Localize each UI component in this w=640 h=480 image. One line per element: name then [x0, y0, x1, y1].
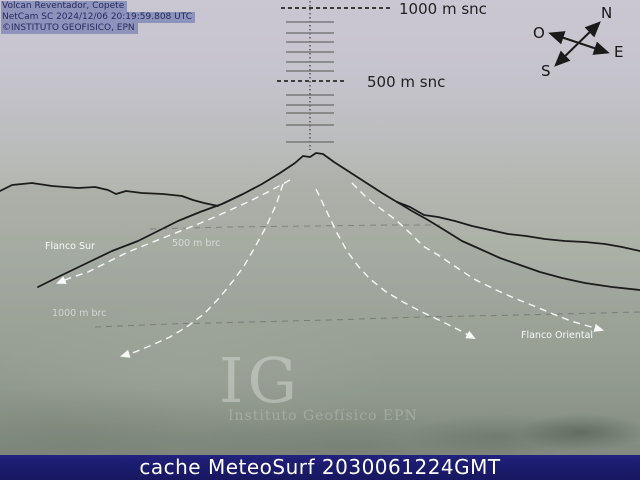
flank-dashed-arrows — [56, 179, 605, 358]
ig-watermark-institute: Instituto Geofísico EPN — [228, 408, 418, 424]
camera-timestamp: NetCam SC 2024/12/06 20:19:59.808 UTC — [1, 12, 195, 23]
compass-west-label: O — [533, 24, 545, 42]
flanco-sur-label: Flanco Sur — [45, 241, 95, 252]
scale-label-500m: 500 m snc — [367, 73, 446, 91]
cache-status-text: cache MeteoSurf 2030061224GMT — [139, 455, 501, 479]
scale-ticks — [286, 21, 334, 143]
left-background-ridge — [0, 182, 219, 207]
contour-500-brc-label: 500 m brc — [172, 238, 221, 249]
compass-oe-arrow — [548, 31, 610, 55]
annotation-overlay-graphics — [0, 1, 640, 455]
contour-1000-brc — [94, 311, 640, 328]
main-slope-and-summit — [37, 152, 398, 288]
compass-north-label: N — [601, 4, 613, 22]
contour-500-brc — [149, 224, 440, 230]
camera-title: Volcan Reventador, Copete — [1, 1, 128, 12]
scale-label-1000m: 1000 m snc — [399, 0, 487, 18]
right-steep-slope — [396, 201, 640, 291]
camera-copyright: ©INSTITUTO GEOFISICO, EPN — [1, 23, 138, 34]
volcano-photo-background — [0, 0, 640, 455]
right-background-ridge — [396, 201, 640, 252]
compass-south-label: S — [541, 62, 551, 80]
volcano-outline — [0, 152, 640, 291]
compass-ns-arrow — [554, 21, 601, 67]
flanco-oriental-label: Flanco Oriental — [521, 330, 594, 341]
camera-info-overlay: Volcan Reventador, Copete NetCam SC 2024… — [1, 1, 195, 34]
contour-lines — [94, 224, 640, 328]
south-flank-arrow — [56, 179, 291, 284]
compass-east-label: E — [614, 43, 624, 61]
contour-1000-brc-label: 1000 m brc — [52, 308, 107, 319]
altitude-scale-ruler — [277, 1, 390, 150]
ig-watermark-initials: IG — [219, 344, 302, 417]
cache-status-bar: cache MeteoSurf 2030061224GMT — [0, 455, 640, 480]
mountain-body-tint — [0, 153, 640, 455]
compass-rose-arrows — [548, 21, 610, 67]
east-flank-arrow — [351, 182, 605, 332]
